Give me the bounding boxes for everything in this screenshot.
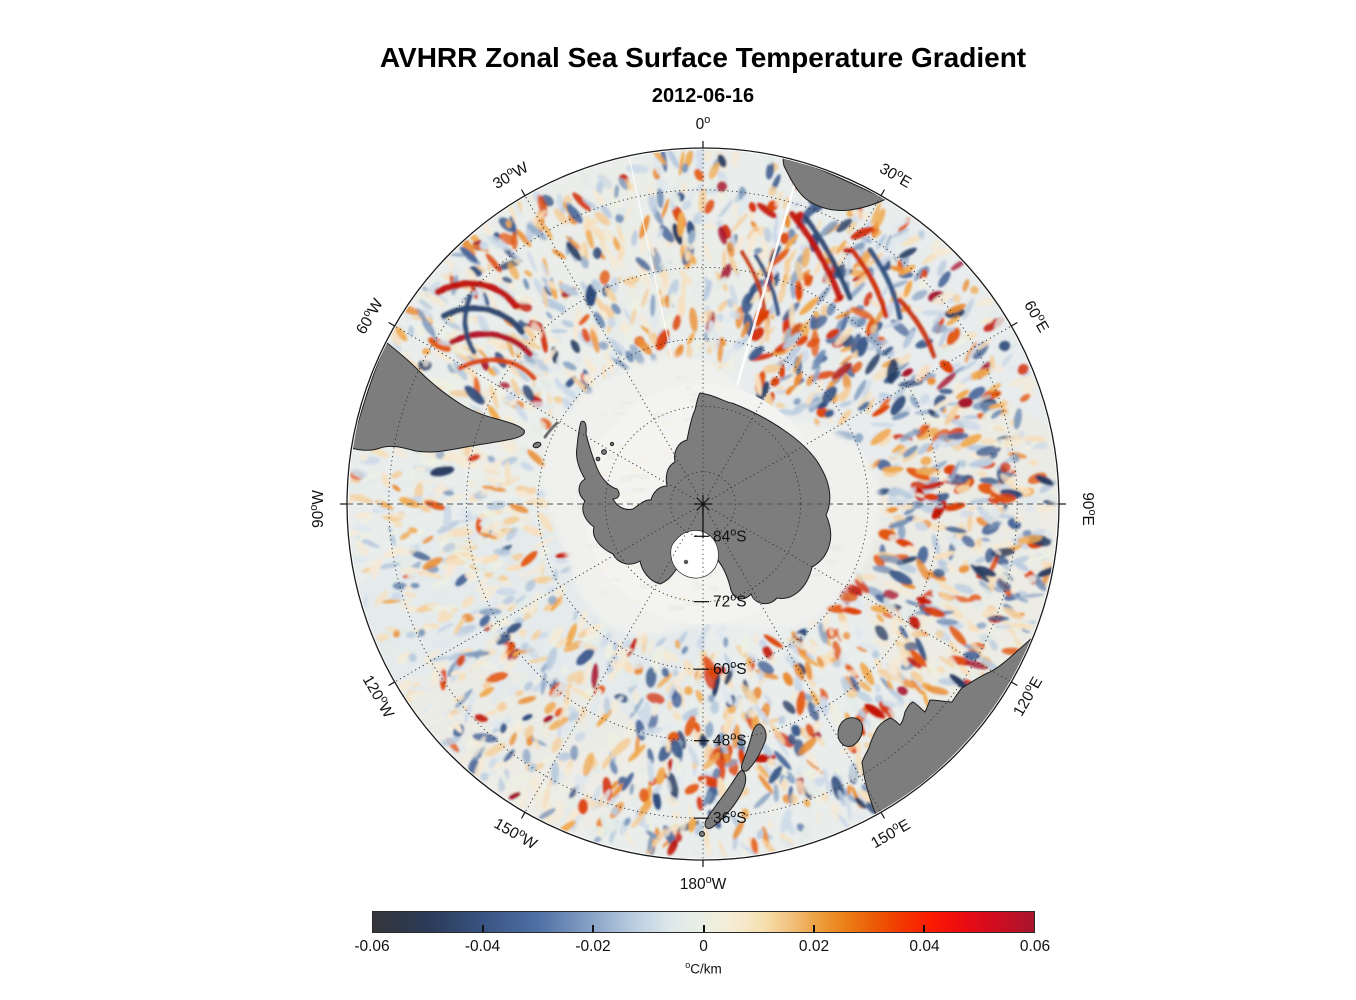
colorbar-tick xyxy=(922,925,925,932)
colorbar-tick-label: -0.02 xyxy=(575,938,611,955)
ross-ice-shelf xyxy=(670,530,719,579)
longitude-label: 60oE xyxy=(1020,297,1053,336)
longitude-label: 150oE xyxy=(867,815,913,853)
longitude-label: 120oE xyxy=(1009,673,1047,719)
longitude-label: 0o xyxy=(696,114,711,133)
colorbar-gradient xyxy=(372,911,1035,933)
longitude-label: 90oE xyxy=(1079,492,1098,526)
new-zealand-south-island xyxy=(704,769,747,829)
latitude-label: 60oS xyxy=(713,659,747,678)
longitude-ticks xyxy=(340,141,1066,867)
colorbar-tick-label: 0 xyxy=(699,938,708,955)
colorbar-tick-label: -0.04 xyxy=(464,938,501,955)
africa-landmass xyxy=(782,156,888,211)
pole-marker xyxy=(694,495,712,513)
colorbar-tick-label: 0.02 xyxy=(798,938,830,955)
figure-date: 2012-06-16 xyxy=(651,85,755,107)
colorbar-tick xyxy=(702,925,705,932)
colorbar-tick-label: -0.06 xyxy=(354,938,390,955)
colorbar-tick-label: 0.06 xyxy=(1019,938,1051,955)
latitude-label: 84oS xyxy=(713,526,747,545)
latitude-label: 72oS xyxy=(713,592,747,611)
longitude-label: 180oW xyxy=(680,874,727,893)
latitude-labels: 84oS 72oS 60oS 48oS 36oS xyxy=(694,526,747,827)
colorbar-tick-label: 0.04 xyxy=(909,938,940,955)
latitude-label: 48oS xyxy=(713,731,747,750)
figure-title: AVHRR Zonal Sea Surface Temperature Grad… xyxy=(379,42,1027,73)
colorbar-unit-degree: o xyxy=(685,960,691,970)
tasmania-landmass xyxy=(837,717,863,747)
longitude-label: 30oE xyxy=(876,159,915,192)
longitude-label: 90oW xyxy=(308,490,327,528)
colorbar-unit-text: C/km xyxy=(690,961,722,977)
longitude-label: 60oW xyxy=(351,295,387,338)
colorbar-tick xyxy=(812,925,815,932)
south-america-landmass xyxy=(350,341,525,453)
colorbar-tick-labels: -0.06 -0.04 -0.02 0 0.02 0.04 0.06 xyxy=(354,938,1050,958)
colorbar-tick xyxy=(482,925,485,932)
graticule xyxy=(347,148,1059,860)
colorbar-tick xyxy=(592,925,595,932)
colorbar: -0.06 -0.04 -0.02 0 0.02 0.04 0.06 oC/km xyxy=(354,911,1050,981)
latitude-label: 36oS xyxy=(713,808,747,827)
longitude-label: 30oW xyxy=(489,157,532,193)
longitude-label: 150oW xyxy=(491,813,541,853)
colorbar-unit-label: oC/km xyxy=(372,960,1035,977)
